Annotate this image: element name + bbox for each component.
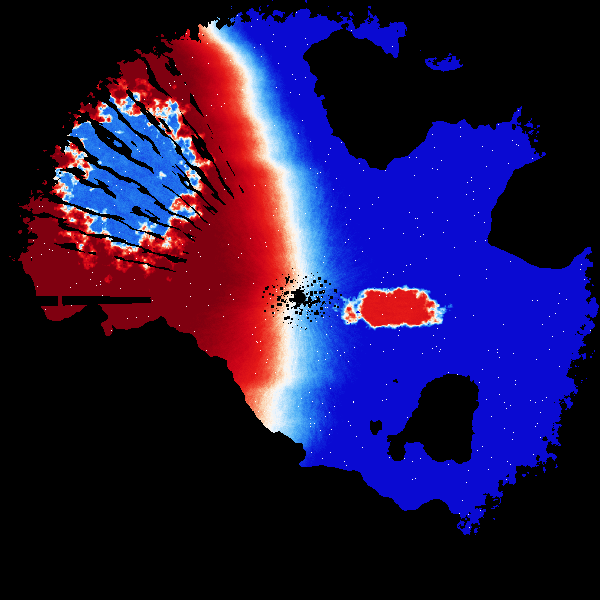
radar-image-stage: Doppler radar radial velocity plan posit… (0, 0, 600, 600)
doppler-velocity-radar-image (0, 0, 600, 600)
